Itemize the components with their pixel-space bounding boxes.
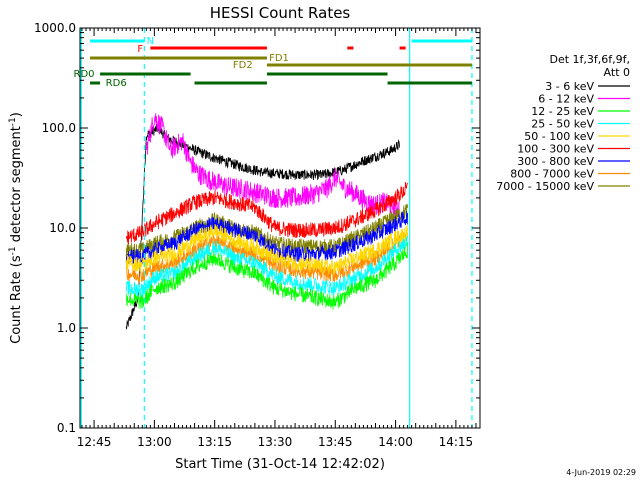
x-tick-label: 14:00 [378, 435, 413, 449]
y-tick-label: 1000.0 [34, 21, 76, 35]
y-axis-label-mid: detector segment [9, 126, 24, 246]
y-axis-label-end: ) [9, 112, 24, 117]
legend-header-1: Det 1f,3f,6f,9f, [549, 53, 630, 66]
y-axis-label-main: Count Rate (s [9, 255, 24, 344]
flag-label: F [137, 44, 143, 55]
series-line [125, 242, 408, 310]
series-line [125, 224, 408, 276]
legend-entry-label: 50 - 100 keV [524, 130, 594, 143]
flag-label: RD6 [106, 78, 127, 89]
flag-label: RD0 [74, 69, 95, 80]
y-tick-label: 0.1 [57, 421, 76, 435]
y-tick-label: 10.0 [49, 221, 76, 235]
series-layer [125, 113, 408, 330]
x-tick-label: 13:45 [318, 435, 353, 449]
legend-entry-label: 300 - 800 keV [517, 155, 594, 168]
series-line [125, 182, 408, 245]
flag-label: FD2 [233, 60, 253, 71]
x-axis-label: Start Time (31-Oct-14 12:42:02) [175, 457, 385, 472]
vertical-lines-layer [80, 28, 473, 428]
x-tick-label: 12:45 [77, 435, 112, 449]
x-tick-label: 13:00 [137, 435, 172, 449]
flag-bars-layer: NF FD1 FD2 RD0 RD6 [74, 36, 472, 89]
x-tick-label: 13:30 [258, 435, 293, 449]
legend-entry-label: 25 - 50 keV [531, 118, 594, 131]
series-line [125, 123, 400, 330]
y-axis-label: Count Rate (s-1 detector segment-1) [8, 112, 24, 344]
x-tick-label: 13:15 [197, 435, 232, 449]
chart-title: HESSI Count Rates [210, 4, 351, 22]
legend-entry-label: 12 - 25 keV [531, 105, 594, 118]
flag-label: N [147, 36, 154, 47]
x-axis: 12:45 13:00 13:15 13:30 13:45 14:00 14:15 [77, 28, 477, 449]
y-axis-label-sup2: -1 [8, 117, 18, 126]
y-axis-label-sup1: -1 [8, 246, 18, 255]
x-tick-label: 14:15 [439, 435, 474, 449]
series-line [145, 113, 400, 217]
legend-header-2: Att 0 [604, 66, 630, 79]
y-tick-label: 1.0 [57, 321, 76, 335]
legend-entry-label: 3 - 6 keV [545, 80, 594, 93]
legend-entry-label: 6 - 12 keV [538, 93, 594, 106]
y-tick-label: 100.0 [42, 121, 76, 135]
footer-date: 4-Jun-2019 02:29 [566, 468, 636, 477]
y-axis: 0.1 1.0 10.0 100.0 1000.0 [34, 21, 480, 435]
legend-entry-label: 100 - 300 keV [517, 143, 594, 156]
flag-label: FD1 [269, 53, 289, 64]
legend-entry-label: 7000 - 15000 keV [496, 180, 594, 193]
legend-entry-label: 800 - 7000 keV [510, 168, 594, 181]
plot-frame [79, 27, 481, 429]
